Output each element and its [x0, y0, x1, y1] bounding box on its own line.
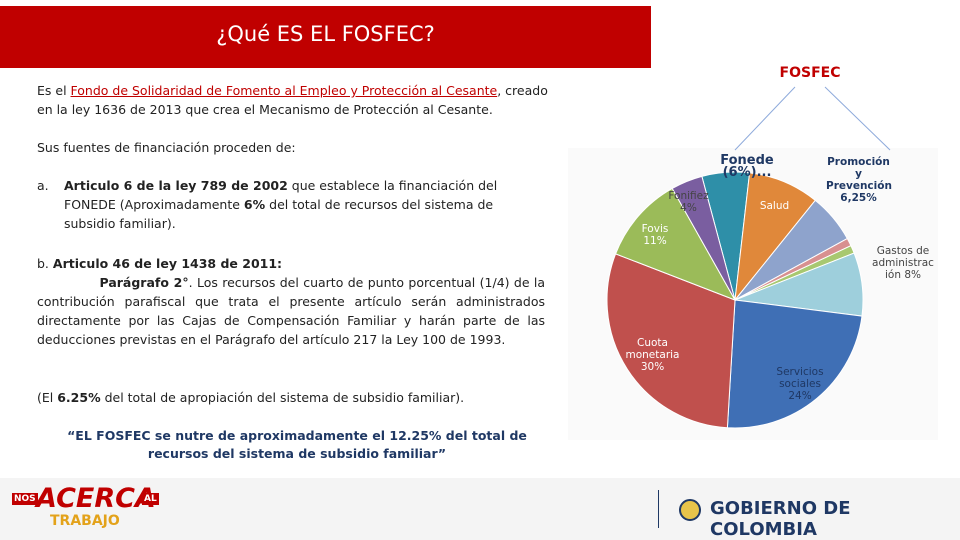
slice-label: Fovis 11% [630, 223, 680, 247]
marker: a. [37, 178, 49, 193]
chart-title: FOSFEC [780, 65, 841, 81]
value-label: 4% [680, 202, 697, 214]
slice-label: Gastos de administrac ión 8% [858, 245, 948, 281]
logo-text: ACERCA [36, 483, 156, 514]
text: Parágrafo 2° [99, 275, 189, 290]
category-label: Servicios sociales [776, 366, 824, 390]
slice-label: Salud [752, 200, 797, 212]
text: 6% [243, 197, 266, 212]
text: , creado en la ley 1636 de 2013 que crea… [37, 83, 548, 117]
category-label: Fonifiez [668, 190, 709, 202]
slice-label: Promoción y Prevención 6,25% [826, 156, 892, 204]
category-label: Promoción y Prevención [826, 156, 892, 192]
text: del total de recursos del sistema de sub… [64, 197, 494, 231]
slice-label: Fonifiez 4% [666, 190, 711, 214]
slice-label: Cuota monetaria 30% [620, 337, 685, 373]
text: que establece la financiación del FONEDE… [64, 178, 498, 212]
connector [824, 86, 891, 151]
text: Articulo 6 de la ley 789 de 2002 [64, 178, 288, 193]
text: Articulo 46 de ley 1438 de 2011: [52, 256, 283, 271]
note: (El 6.25% del total de apropiación del s… [37, 388, 464, 407]
pie-slice [606, 253, 736, 429]
logo-text: TRABAJO [50, 513, 120, 529]
category-label: Cuota monetaria [625, 337, 680, 361]
value-label: (6%)... [722, 165, 772, 180]
connector [734, 86, 796, 151]
slice-label: Servicios sociales 24% [770, 366, 830, 402]
value-label: 30% [640, 361, 665, 373]
text: del total de apropiación del sistema de … [100, 390, 465, 405]
pie-slice [671, 175, 736, 301]
item: Articulo 6 de la ley 789 de 2002 que est… [64, 176, 544, 233]
slice-label: Fonede (6%)... [712, 153, 782, 180]
value-label: 11% [643, 235, 667, 247]
marker: b. [37, 256, 49, 271]
title-bar [0, 6, 651, 68]
category-label: Fovis [641, 223, 669, 235]
category-label: Fonede [720, 153, 774, 168]
value-label: ión 8% [885, 269, 921, 281]
logo-text: GOBIERNO DE COLOMBIA [710, 498, 851, 540]
category-label: Gastos de administrac [872, 245, 934, 269]
text: Es el [37, 83, 71, 98]
pie-slice [726, 299, 863, 429]
value-label: 6,25% [840, 192, 877, 204]
logo-text: NOS [12, 493, 38, 505]
value-label: 24% [788, 390, 812, 402]
logo-text: AL [142, 493, 159, 505]
text: . Los recursos del cuarto de punto porce… [37, 275, 546, 347]
chart: FOSFEC [568, 65, 938, 440]
quote: “EL FOSFEC se nutre de aproximadamente e… [67, 428, 527, 461]
slide-title: ¿Qué ES EL FOSFEC? [216, 22, 435, 46]
text: (El [37, 390, 58, 405]
logo-emblem [679, 499, 701, 521]
category-label: Salud [759, 200, 790, 212]
text: Fondo de Solidaridad de Fomento al Emple… [70, 83, 498, 98]
divider [658, 490, 659, 528]
heading: Sus fuentes de financiación proceden de: [37, 140, 296, 155]
pie-slice [614, 187, 737, 301]
footer [0, 478, 960, 540]
text: 6.25% [57, 390, 101, 405]
item: b. Articulo 46 de ley 1438 de 2011: Pará… [37, 254, 545, 349]
intro: Es el Fondo de Solidaridad de Fomento al… [37, 81, 567, 119]
